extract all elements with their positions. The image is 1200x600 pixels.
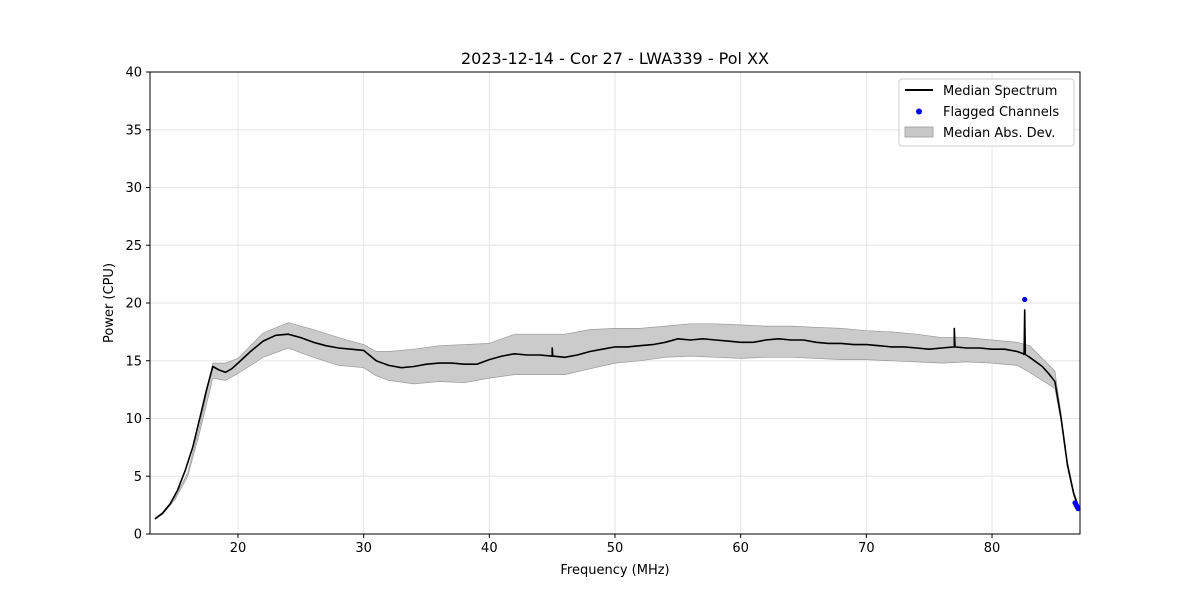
x-tick-label: 30	[355, 541, 372, 556]
legend-flagged: Flagged Channels	[943, 105, 1059, 120]
y-tick-label: 25	[125, 239, 142, 254]
y-axis-ticks: 0 5 10 15 20 25 30 35 40	[125, 66, 150, 543]
flagged-channel-point	[1075, 506, 1081, 512]
y-tick-label: 30	[125, 181, 142, 196]
legend-band-swatch	[904, 126, 934, 138]
y-tick-label: 40	[125, 66, 142, 81]
mad-band	[154, 322, 1080, 520]
x-tick-label: 80	[984, 541, 1001, 556]
grid	[150, 71, 1080, 535]
legend-mad: Median Abs. Dev.	[943, 126, 1055, 141]
x-axis-label: Frequency (MHz)	[560, 563, 669, 578]
chart-title: 2023-12-14 - Cor 27 - LWA339 - Pol XX	[461, 49, 769, 68]
legend: Median Spectrum Flagged Channels Median …	[898, 78, 1075, 147]
y-tick-label: 10	[125, 412, 142, 427]
legend-box	[898, 78, 1075, 147]
y-tick-label: 5	[134, 470, 142, 485]
y-tick-label: 35	[125, 123, 142, 138]
x-tick-label: 50	[607, 541, 624, 556]
x-tick-label: 20	[230, 541, 247, 556]
x-tick-label: 70	[858, 541, 875, 556]
x-axis-ticks: 20 30 40 50 60 70 80	[230, 534, 1001, 556]
x-tick-label: 40	[481, 541, 498, 556]
y-tick-label: 20	[125, 297, 142, 312]
legend-dot-swatch	[916, 108, 922, 115]
flagged-channels	[1022, 296, 1081, 512]
y-axis-label: Power (CPU)	[102, 263, 117, 343]
x-tick-label: 60	[732, 541, 749, 556]
median-spectrum-line	[154, 309, 1080, 520]
flagged-channel-point	[1022, 296, 1028, 303]
y-tick-label: 0	[134, 528, 142, 543]
median-spectrum-path	[154, 309, 1080, 520]
y-tick-label: 15	[125, 354, 142, 369]
mad-band-area	[154, 322, 1080, 520]
legend-median: Median Spectrum	[943, 84, 1057, 99]
